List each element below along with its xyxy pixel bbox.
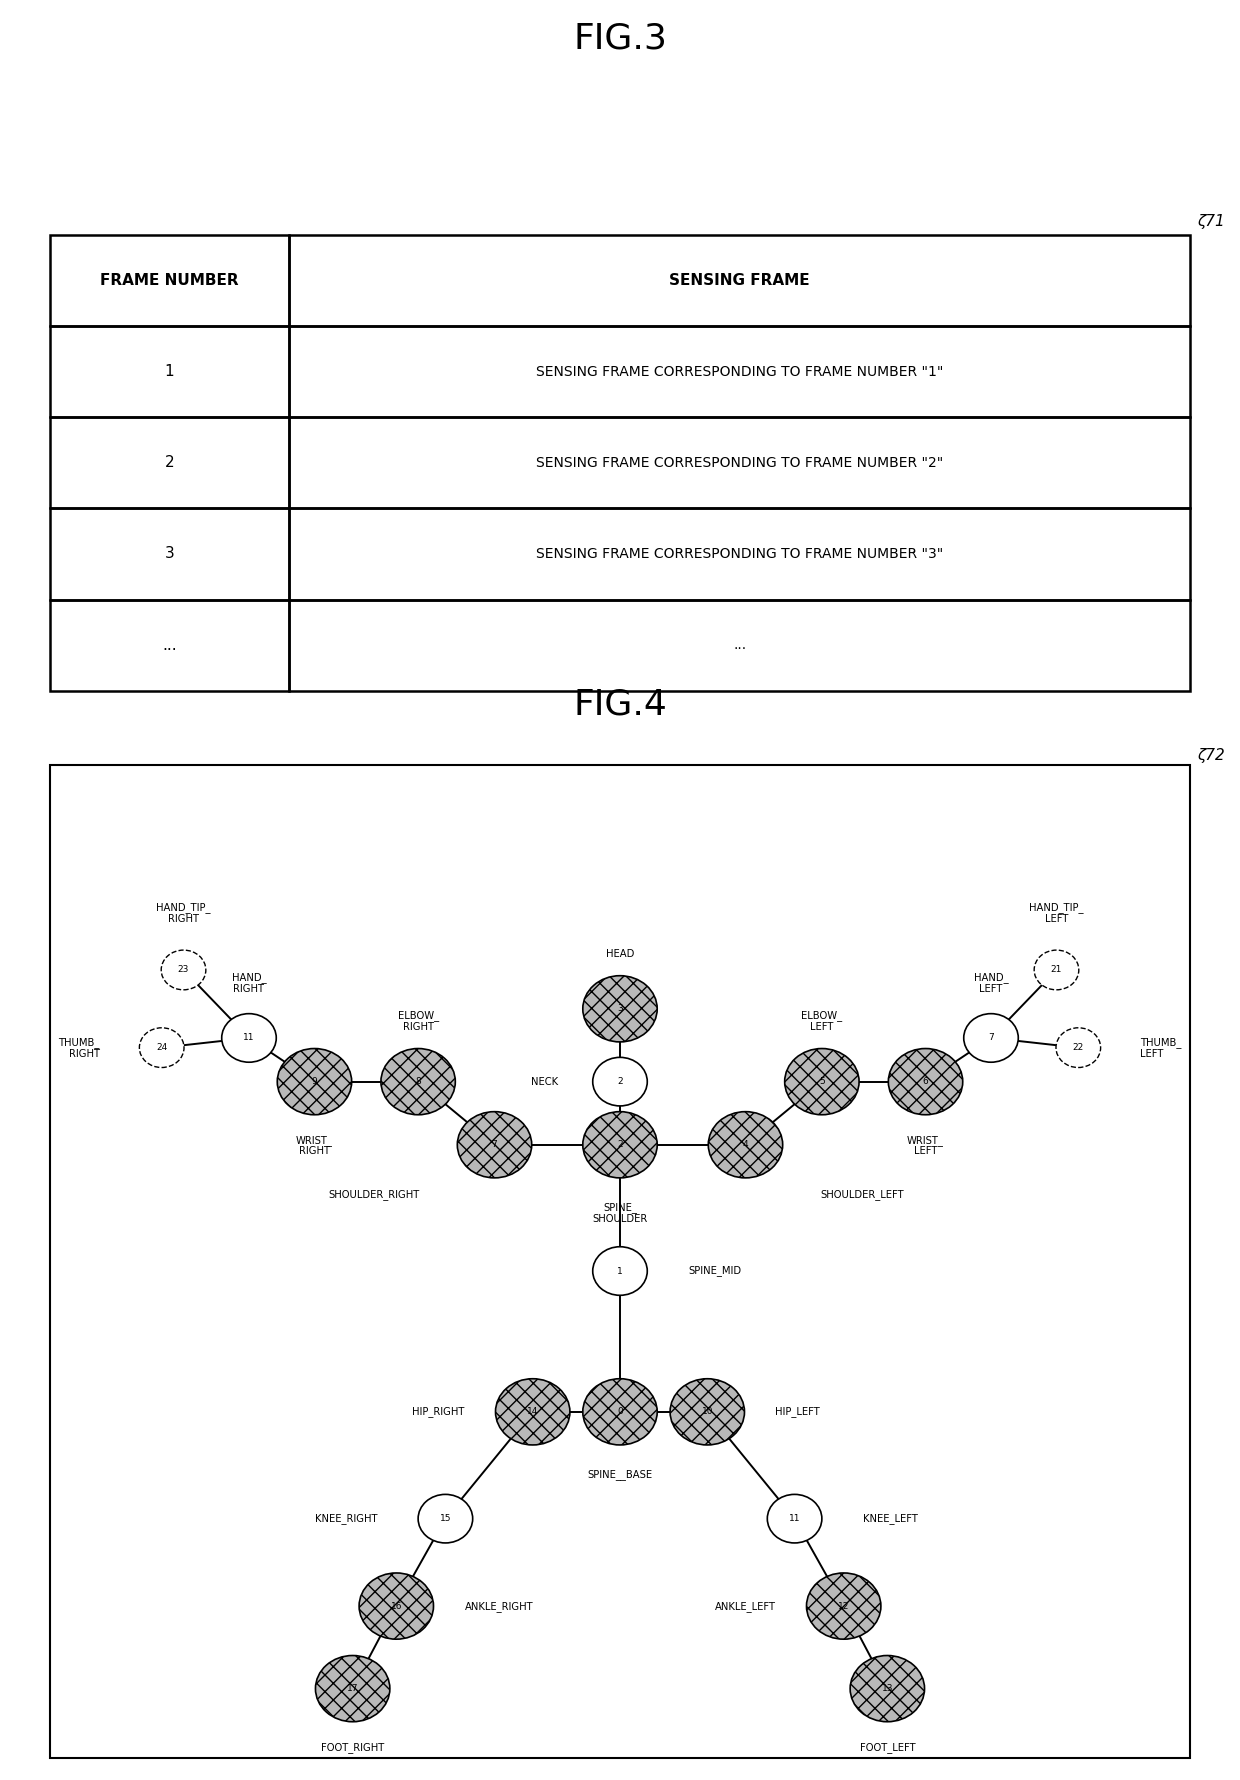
Text: SHOULDER_LEFT: SHOULDER_LEFT [820,1189,904,1200]
Text: ζ71: ζ71 [1197,214,1224,228]
Text: 16: 16 [391,1602,402,1611]
Bar [50,235,289,326]
Bar [289,235,1190,326]
Text: 2: 2 [618,1077,622,1086]
Circle shape [806,1574,880,1639]
Text: HAND_TIP_
RIGHT: HAND_TIP_ RIGHT [156,902,211,924]
Text: 17: 17 [347,1684,358,1693]
Circle shape [670,1380,744,1445]
Text: 1: 1 [618,1267,622,1276]
Circle shape [139,1027,184,1068]
Bar [50,600,289,691]
Circle shape [583,975,657,1041]
Text: FIG.3: FIG.3 [573,21,667,55]
Text: 3: 3 [618,1004,622,1013]
Circle shape [593,1057,647,1105]
Bar [289,417,1190,509]
Bar [289,600,1190,691]
Text: KNEE_RIGHT: KNEE_RIGHT [315,1513,377,1524]
Text: 14: 14 [527,1408,538,1417]
Text: 5: 5 [818,1077,825,1086]
Text: 2: 2 [165,456,174,470]
Circle shape [583,1380,657,1445]
Text: 8: 8 [415,1077,422,1086]
Text: 13: 13 [882,1684,893,1693]
Text: KNEE_LEFT: KNEE_LEFT [863,1513,918,1524]
Circle shape [708,1112,782,1178]
Text: SHOULDER_RIGHT: SHOULDER_RIGHT [329,1189,420,1200]
Text: ...: ... [733,637,746,651]
Text: WRIST_
LEFT: WRIST_ LEFT [908,1134,944,1157]
Text: ANKLE_RIGHT: ANKLE_RIGHT [465,1600,533,1611]
Text: SENSING FRAME CORRESPONDING TO FRAME NUMBER "1": SENSING FRAME CORRESPONDING TO FRAME NUM… [536,365,944,379]
Text: 0: 0 [618,1408,622,1417]
Bar [289,509,1190,600]
Text: HEAD: HEAD [606,949,634,959]
Circle shape [1056,1027,1101,1068]
Circle shape [418,1495,472,1543]
Text: ANKLE_LEFT: ANKLE_LEFT [714,1600,775,1611]
Text: 4: 4 [743,1141,748,1150]
Text: SPINE__BASE: SPINE__BASE [588,1468,652,1481]
Circle shape [768,1495,822,1543]
Text: FOOT_LEFT: FOOT_LEFT [859,1741,915,1753]
Text: HIP_LEFT: HIP_LEFT [775,1406,820,1417]
Circle shape [583,1112,657,1178]
Circle shape [785,1048,859,1114]
Text: FRAME NUMBER: FRAME NUMBER [100,272,238,288]
Text: FIG.4: FIG.4 [573,687,667,721]
Text: 10: 10 [702,1408,713,1417]
Text: ELBOW_
LEFT: ELBOW_ LEFT [801,1011,842,1032]
Text: 6: 6 [923,1077,929,1086]
Text: FOOT_RIGHT: FOOT_RIGHT [321,1741,384,1753]
Bar [50,326,289,417]
Circle shape [593,1246,647,1296]
Text: HAND_TIP_
LEFT: HAND_TIP_ LEFT [1029,902,1084,924]
Text: 7: 7 [988,1034,994,1043]
Text: THUMB_
RIGHT: THUMB_ RIGHT [58,1036,99,1059]
Circle shape [222,1013,277,1063]
Circle shape [315,1655,389,1721]
Bar [50,417,289,509]
Bar [289,326,1190,417]
Text: 24: 24 [156,1043,167,1052]
Text: 22: 22 [1073,1043,1084,1052]
Text: 21: 21 [1050,965,1063,974]
Text: NECK: NECK [531,1077,558,1086]
Text: 9: 9 [311,1077,317,1086]
Circle shape [1034,951,1079,990]
Circle shape [278,1048,352,1114]
Text: 1: 1 [165,365,174,379]
Text: 3: 3 [165,546,175,561]
Text: ζ72: ζ72 [1197,748,1224,764]
Text: 23: 23 [177,965,190,974]
Text: 11: 11 [243,1034,254,1043]
Text: 2: 2 [618,1141,622,1150]
Text: THUMB_
LEFT: THUMB_ LEFT [1141,1036,1182,1059]
Text: 7: 7 [491,1141,497,1150]
Circle shape [496,1380,570,1445]
Circle shape [458,1112,532,1178]
Text: 11: 11 [789,1515,800,1524]
Text: 12: 12 [838,1602,849,1611]
Circle shape [888,1048,962,1114]
Text: SENSING FRAME CORRESPONDING TO FRAME NUMBER "3": SENSING FRAME CORRESPONDING TO FRAME NUM… [536,546,944,561]
Text: ELBOW_
RIGHT: ELBOW_ RIGHT [398,1011,439,1032]
Text: SPINE_MID: SPINE_MID [688,1266,742,1276]
Text: ...: ... [162,637,176,653]
Text: SPINE_
SHOULDER: SPINE_ SHOULDER [593,1202,647,1225]
Circle shape [360,1574,434,1639]
Text: SENSING FRAME: SENSING FRAME [670,272,810,288]
Text: HIP_RIGHT: HIP_RIGHT [412,1406,465,1417]
Text: SENSING FRAME CORRESPONDING TO FRAME NUMBER "2": SENSING FRAME CORRESPONDING TO FRAME NUM… [536,456,944,470]
Circle shape [161,951,206,990]
Circle shape [381,1048,455,1114]
Bar [50,509,289,600]
Text: WRIST_
RIGHT: WRIST_ RIGHT [296,1134,332,1157]
Text: HAND_
RIGHT: HAND_ RIGHT [232,972,267,993]
Circle shape [851,1655,925,1721]
Text: 15: 15 [440,1515,451,1524]
Circle shape [963,1013,1018,1063]
Text: HAND_
LEFT: HAND_ LEFT [973,972,1008,993]
